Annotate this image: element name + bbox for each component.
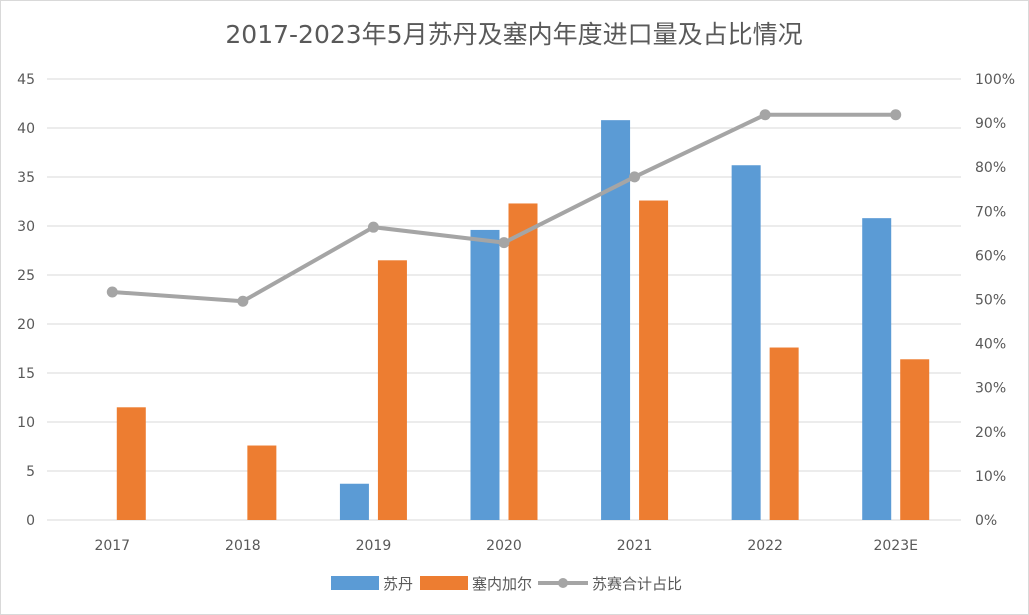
legend-marker-ratio — [558, 578, 568, 588]
ratio-point — [106, 286, 118, 298]
x-tick-label: 2021 — [617, 538, 653, 554]
ratio-point — [759, 109, 771, 121]
ratio-point — [237, 295, 249, 307]
legend-label-ratio: 苏赛合计占比 — [592, 575, 682, 593]
grid-lines — [47, 78, 961, 521]
ratio-point — [629, 171, 641, 183]
ratio-line-path — [112, 112, 896, 304]
x-tick-label: 2020 — [486, 538, 522, 554]
right-tick-label: 10% — [975, 469, 1006, 485]
bar-senegal — [247, 445, 277, 520]
right-tick-label: 0% — [975, 513, 997, 529]
x-tick-label: 2018 — [225, 538, 261, 554]
legend-label-senegal: 塞内加尔 — [472, 575, 532, 593]
bar-senegal — [769, 347, 799, 520]
bar-sudan — [862, 218, 892, 520]
left-tick-label: 10 — [17, 415, 35, 431]
bar-senegal — [377, 260, 407, 520]
right-axis: 0% 10% 20% 30% 40% 50% 60% 70% 80% 90% 100% — [975, 72, 1015, 529]
ratio-point — [890, 109, 902, 121]
bar-senegal — [639, 200, 669, 520]
left-tick-label: 35 — [17, 170, 35, 186]
x-axis-labels: 2017 2018 2019 2020 2021 2022 2023E — [94, 538, 917, 554]
x-tick-label: 2022 — [747, 538, 783, 554]
ratio-line — [106, 109, 902, 307]
right-tick-label: 70% — [975, 204, 1006, 220]
x-tick-label: 2023E — [873, 538, 917, 554]
left-tick-label: 15 — [17, 366, 35, 382]
legend: 苏丹 塞内加尔 苏赛合计占比 — [331, 575, 682, 593]
right-tick-label: 30% — [975, 381, 1006, 397]
bar-senegal — [116, 407, 146, 520]
right-tick-label: 90% — [975, 116, 1006, 132]
left-tick-label: 20 — [17, 317, 35, 333]
legend-swatch-senegal — [420, 576, 468, 590]
ratio-point — [498, 237, 510, 249]
x-tick-label: 2019 — [356, 538, 392, 554]
bar-sudan — [339, 483, 369, 520]
left-axis: 0 5 10 15 20 25 30 35 40 45 — [17, 72, 35, 529]
left-tick-label: 30 — [17, 219, 35, 235]
right-tick-label: 50% — [975, 293, 1006, 309]
legend-swatch-sudan — [331, 576, 379, 590]
ratio-point — [367, 221, 379, 233]
chart-title: 2017-2023年5月苏丹及塞内年度进口量及占比情况 — [225, 20, 802, 49]
x-tick-label: 2017 — [94, 538, 130, 554]
bar-sudan — [470, 229, 500, 521]
left-tick-label: 0 — [26, 513, 35, 529]
bar-senegal — [900, 359, 930, 520]
bars — [116, 120, 930, 521]
legend-label-sudan: 苏丹 — [383, 575, 413, 593]
right-tick-label: 60% — [975, 248, 1006, 264]
left-tick-label: 25 — [17, 268, 35, 284]
right-tick-label: 40% — [975, 337, 1006, 353]
right-tick-label: 80% — [975, 160, 1006, 176]
left-tick-label: 40 — [17, 121, 35, 137]
bar-senegal — [508, 203, 538, 520]
left-tick-label: 45 — [17, 72, 35, 88]
right-tick-label: 100% — [975, 72, 1015, 88]
left-tick-label: 5 — [26, 464, 35, 480]
right-tick-label: 20% — [975, 425, 1006, 441]
bar-sudan — [731, 165, 761, 521]
